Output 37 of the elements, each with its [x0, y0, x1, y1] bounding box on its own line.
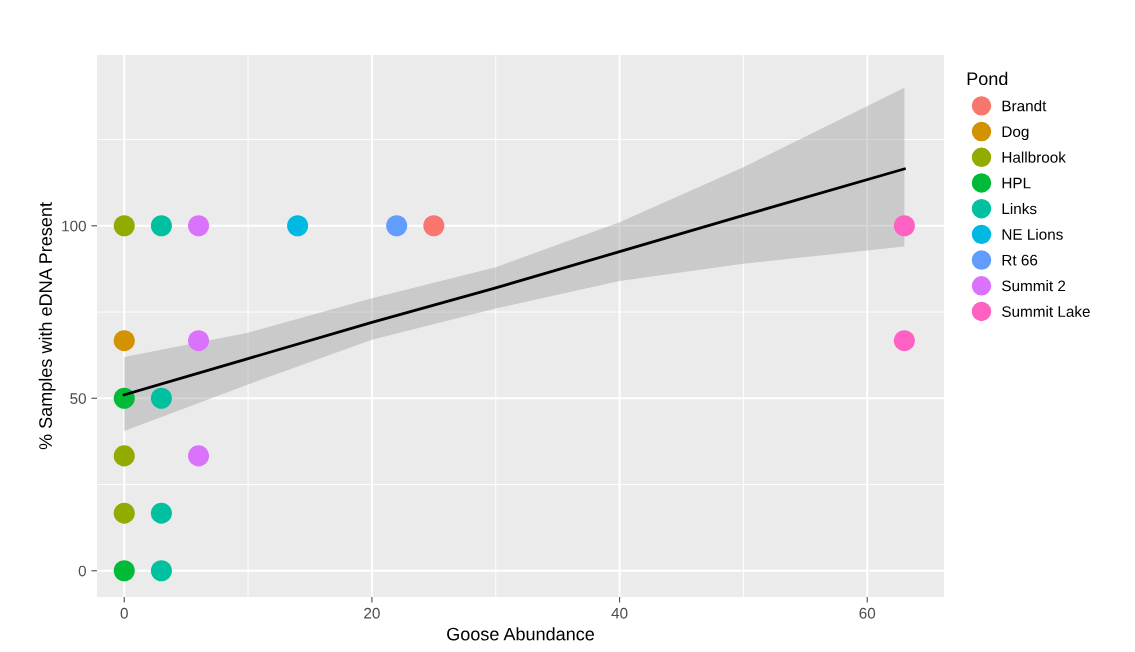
point [113, 445, 135, 467]
y-axis-title: % Samples with eDNA Present [38, 202, 56, 450]
legend-label: Brandt [1002, 100, 1047, 112]
point [423, 215, 445, 237]
point [113, 330, 135, 352]
point [893, 330, 915, 352]
legend-label: Links [1002, 202, 1037, 215]
x-axis-title: Goose Abundance [447, 627, 594, 641]
point [150, 387, 172, 409]
point [287, 215, 309, 237]
legend-label: HPL [1002, 177, 1031, 189]
point [113, 502, 135, 524]
point [188, 215, 210, 237]
y-tick-label: 0 [78, 565, 86, 577]
point [113, 215, 135, 237]
legend-label: Summit 2 [1002, 280, 1066, 292]
point [150, 560, 172, 582]
legend-label: Summit Lake [1002, 305, 1090, 317]
legend-label: Dog [1002, 126, 1029, 141]
point [113, 560, 135, 582]
point [188, 330, 210, 352]
point [150, 215, 172, 237]
y-tick-label: 50 [70, 393, 86, 404]
point [188, 445, 210, 467]
point [150, 502, 172, 524]
point [113, 387, 135, 409]
legend-label: Rt 66 [1002, 254, 1038, 266]
point [893, 215, 915, 237]
point [386, 215, 408, 237]
y-tick-label: 100 [62, 220, 86, 232]
x-tick-label: 0 [120, 607, 128, 619]
legend-label: NE Lions [1002, 228, 1063, 240]
legend-label: Hallbrook [1002, 151, 1066, 163]
x-tick-label: 20 [364, 607, 380, 619]
x-tick-label: 60 [859, 607, 876, 619]
legend-title: Pond [967, 71, 1008, 86]
x-tick-label: 40 [611, 607, 628, 619]
